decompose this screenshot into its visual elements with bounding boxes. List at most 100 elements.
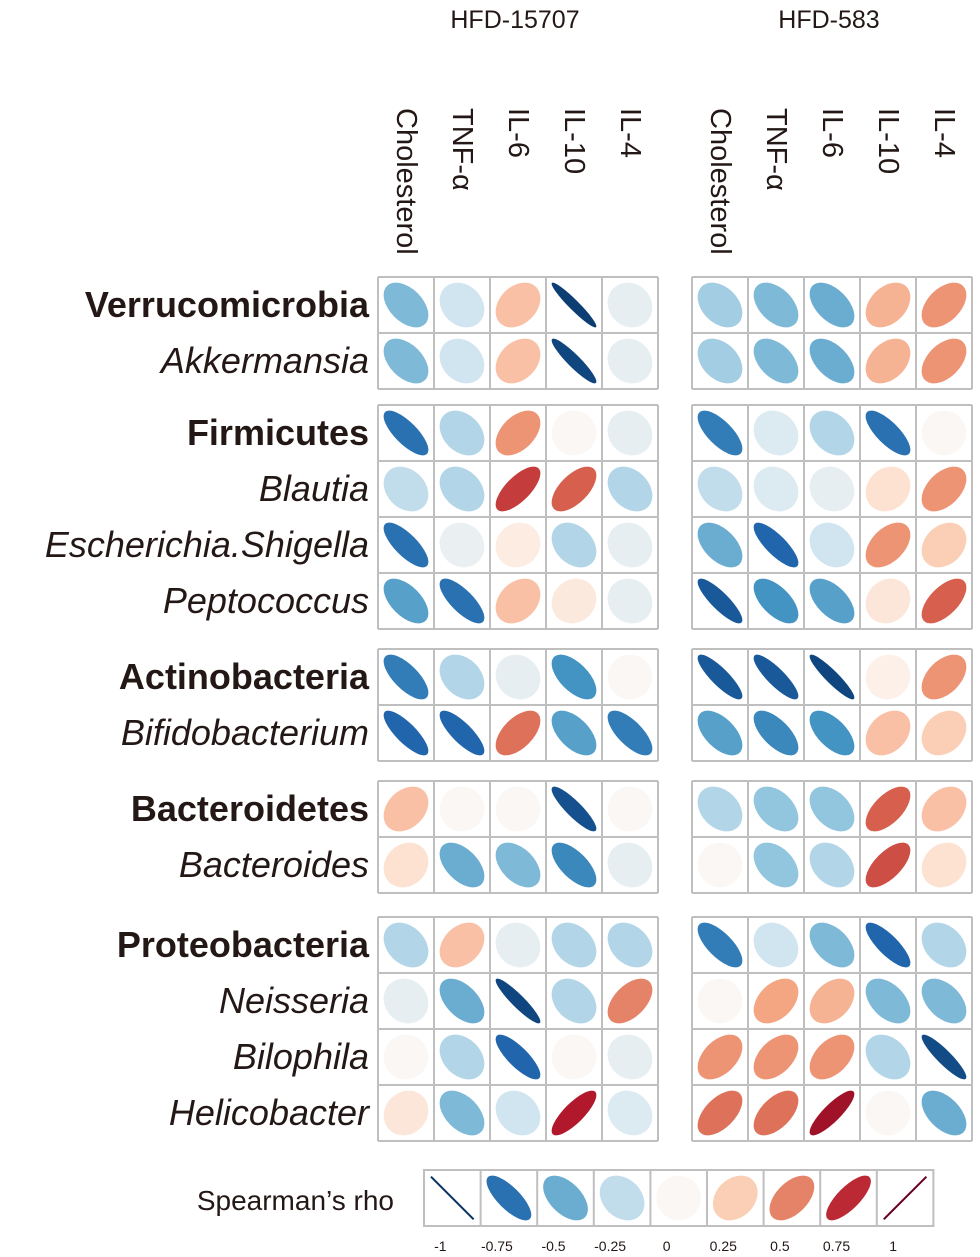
cell-hfd-583-bilophila-cholesterol <box>697 1034 743 1080</box>
column-label-hfd-583-il-6: IL-6 <box>816 108 848 158</box>
cell-hfd-15707-akkermansia-il-6 <box>495 338 541 384</box>
column-label-hfd-583-il-4: IL-4 <box>928 108 960 158</box>
cell-hfd-15707-verrucomicrobia-il-4 <box>607 282 653 328</box>
cell-hfd-583-actinobacteria-cholesterol <box>697 654 743 700</box>
column-label-hfd-15707-cholesterol: Cholesterol <box>390 108 422 255</box>
cell-hfd-15707-actinobacteria-cholesterol <box>383 654 429 700</box>
legend-swatch-1 <box>430 1175 475 1221</box>
cell-hfd-583-escherichia-shigella-il-4 <box>921 522 967 568</box>
legend-tick-label: 0.75 <box>823 1238 850 1254</box>
cell-hfd-583-helicobacter-il-6 <box>809 1090 855 1136</box>
cell-hfd-15707-bacteroides-il-10 <box>551 842 597 888</box>
cell-hfd-583-peptococcus-il-10 <box>865 578 911 624</box>
cell-hfd-15707-bilophila-il-10 <box>551 1034 597 1080</box>
legend: Spearman’s rho -1 -0.75 -0.5 -0.25 0 0.25 0.5 0.… <box>197 1169 935 1254</box>
cell-hfd-15707-verrucomicrobia-cholesterol <box>383 282 429 328</box>
legend-swatch-0-5 <box>769 1175 815 1221</box>
cell-hfd-583-blautia-il-4 <box>921 466 967 512</box>
cell-hfd-15707-peptococcus-cholesterol <box>383 578 429 624</box>
cell-hfd-15707-blautia-tnf <box>439 466 485 512</box>
cell-hfd-583-helicobacter-tnf <box>753 1090 799 1136</box>
cell-hfd-15707-actinobacteria-il-4 <box>607 654 653 700</box>
cell-hfd-583-proteobacteria-cholesterol <box>697 922 743 968</box>
legend-swatch-0-25 <box>712 1175 758 1221</box>
row-group-4: Bacteroidetes Bacteroides <box>131 780 973 894</box>
cell-hfd-15707-peptococcus-il-4 <box>607 578 653 624</box>
cell-hfd-15707-verrucomicrobia-il-6 <box>495 282 541 328</box>
cell-hfd-15707-bacteroides-tnf <box>439 842 485 888</box>
row-label-firmicutes: Firmicutes <box>187 412 369 453</box>
column-label-hfd-15707-tnf: TNF-α <box>446 108 478 191</box>
column-label-hfd-583-tnf: TNF-α <box>760 108 792 191</box>
cell-hfd-583-bifidobacterium-tnf <box>753 710 799 756</box>
row-label-bacteroides: Bacteroides <box>179 844 369 885</box>
cell-hfd-15707-blautia-il-10 <box>551 466 597 512</box>
cell-hfd-583-proteobacteria-il-10 <box>865 922 911 968</box>
cell-hfd-15707-escherichia-shigella-il-4 <box>607 522 653 568</box>
legend-tick-label: 0.25 <box>710 1238 737 1254</box>
cell-hfd-583-akkermansia-tnf <box>753 338 799 384</box>
cell-hfd-15707-bilophila-cholesterol <box>383 1034 429 1080</box>
cell-hfd-15707-bilophila-tnf <box>439 1034 485 1080</box>
cell-hfd-583-helicobacter-cholesterol <box>697 1090 743 1136</box>
cell-hfd-15707-blautia-il-4 <box>607 466 653 512</box>
cell-hfd-583-escherichia-shigella-il-10 <box>865 522 911 568</box>
cell-hfd-583-verrucomicrobia-il-10 <box>865 282 911 328</box>
cell-hfd-15707-escherichia-shigella-il-6 <box>495 522 541 568</box>
cell-hfd-15707-neisseria-tnf <box>439 978 485 1024</box>
cell-hfd-15707-actinobacteria-tnf <box>439 654 485 700</box>
cell-hfd-583-akkermansia-il-6 <box>809 338 855 384</box>
cell-hfd-583-escherichia-shigella-tnf <box>753 522 799 568</box>
legend-swatch-zero <box>656 1175 702 1221</box>
cell-hfd-583-blautia-tnf <box>753 466 799 512</box>
legend-swatch-0-75 <box>486 1175 532 1221</box>
cell-hfd-15707-neisseria-il-6 <box>495 978 541 1024</box>
row-label-bifidobacterium: Bifidobacterium <box>121 712 369 753</box>
cell-hfd-15707-blautia-il-6 <box>495 466 541 512</box>
cell-hfd-583-escherichia-shigella-cholesterol <box>697 522 743 568</box>
row-label-actinobacteria: Actinobacteria <box>119 656 370 697</box>
legend-swatch-0-75 <box>826 1175 871 1221</box>
cell-hfd-583-proteobacteria-tnf <box>753 922 799 968</box>
row-label-akkermansia: Akkermansia <box>159 340 369 381</box>
cell-hfd-15707-bacteroidetes-il-4 <box>607 786 653 832</box>
cell-hfd-583-akkermansia-il-4 <box>921 338 967 384</box>
cell-hfd-583-helicobacter-il-4 <box>921 1090 967 1136</box>
cell-hfd-583-bacteroides-il-4 <box>921 842 967 888</box>
row-label-verrucomicrobia: Verrucomicrobia <box>85 284 370 325</box>
cell-hfd-583-neisseria-il-10 <box>865 978 911 1024</box>
cell-hfd-15707-bacteroides-cholesterol <box>383 842 429 888</box>
cell-hfd-583-blautia-cholesterol <box>697 466 743 512</box>
cell-hfd-15707-helicobacter-tnf <box>439 1090 485 1136</box>
legend-frame <box>423 1169 935 1227</box>
cell-hfd-15707-bilophila-il-4 <box>607 1034 653 1080</box>
cell-hfd-15707-escherichia-shigella-il-10 <box>551 522 597 568</box>
cell-hfd-583-bifidobacterium-il-4 <box>921 710 967 756</box>
legend-tick-label: 0.5 <box>770 1238 790 1254</box>
cell-hfd-15707-bacteroidetes-tnf <box>439 786 485 832</box>
cell-hfd-583-proteobacteria-il-4 <box>921 922 967 968</box>
cell-hfd-583-bacteroides-cholesterol <box>697 842 743 888</box>
cell-hfd-15707-proteobacteria-cholesterol <box>383 922 429 968</box>
cell-hfd-15707-bifidobacterium-il-6 <box>495 710 541 756</box>
cell-hfd-15707-bilophila-il-6 <box>495 1034 541 1080</box>
cell-hfd-15707-proteobacteria-tnf <box>439 922 485 968</box>
cell-hfd-15707-escherichia-shigella-cholesterol <box>383 522 429 568</box>
legend-tick-label: 1 <box>889 1238 897 1254</box>
cell-hfd-15707-bacteroides-il-6 <box>495 842 541 888</box>
row-label-peptococcus: Peptococcus <box>163 580 369 621</box>
cell-hfd-583-peptococcus-il-4 <box>921 578 967 624</box>
cell-hfd-583-verrucomicrobia-il-6 <box>809 282 855 328</box>
cell-hfd-583-akkermansia-il-10 <box>865 338 911 384</box>
cell-hfd-15707-actinobacteria-il-6 <box>495 654 541 700</box>
cell-hfd-583-firmicutes-il-4 <box>921 410 967 456</box>
cell-hfd-15707-peptococcus-il-6 <box>495 578 541 624</box>
cell-hfd-15707-verrucomicrobia-tnf <box>439 282 485 328</box>
cell-hfd-15707-akkermansia-cholesterol <box>383 338 429 384</box>
cell-hfd-583-proteobacteria-il-6 <box>809 922 855 968</box>
column-label-hfd-583-il-10: IL-10 <box>872 108 904 174</box>
cell-hfd-15707-helicobacter-il-10 <box>551 1090 597 1136</box>
legend-tick-label: 0 <box>663 1238 671 1254</box>
cell-hfd-583-verrucomicrobia-il-4 <box>921 282 967 328</box>
cell-hfd-15707-bifidobacterium-tnf <box>439 710 485 756</box>
